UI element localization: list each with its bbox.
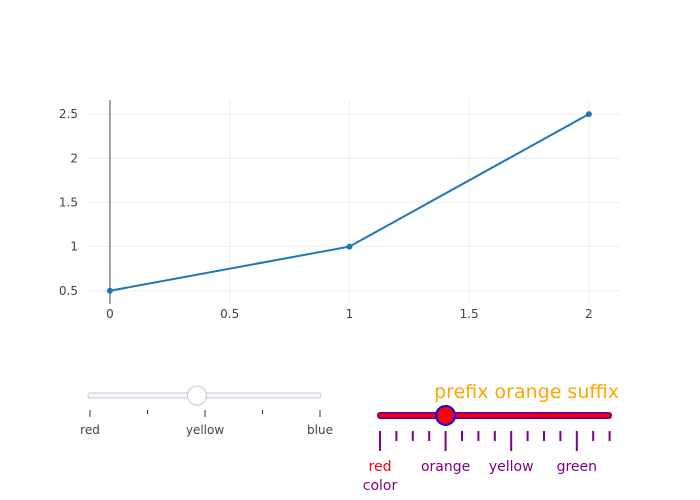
slider-left-handle[interactable] (187, 385, 207, 406)
data-point (106, 287, 113, 294)
line-chart: 0.5 1 1.5 2 2.5 0 0.5 1 1.5 2 (59, 100, 620, 321)
slider-right-step-label[interactable]: green (557, 459, 597, 475)
slider-left-ticks (89, 410, 321, 417)
slider-left-step-label[interactable]: red (80, 423, 100, 437)
slider-right-rail[interactable] (377, 412, 612, 419)
slider-left[interactable]: red yellow blue (80, 385, 333, 437)
y-tick-label: 1.5 (59, 195, 78, 209)
slider-right-step-label[interactable]: orange (421, 459, 470, 475)
series-points (106, 111, 592, 294)
x-tick-label: 2 (585, 307, 593, 321)
slider-right[interactable]: prefix orange suffix red orange yellow gree… (363, 381, 619, 494)
x-tick-label: 1 (346, 307, 354, 321)
slider-left-step-label[interactable]: yellow (186, 423, 224, 437)
slider-left-step-label[interactable]: blue (307, 423, 333, 437)
slider-right-step-labels: red orange yellow green (369, 459, 597, 475)
y-tick-label: 0.5 (59, 284, 78, 298)
y-axis-tick-labels: 0.5 1 1.5 2 2.5 (59, 107, 78, 298)
chart-gridlines (86, 100, 620, 304)
data-point (346, 243, 353, 250)
y-tick-label: 2 (70, 151, 78, 165)
data-point (585, 111, 592, 118)
x-tick-label: 1.5 (460, 307, 479, 321)
y-tick-label: 2.5 (59, 107, 78, 121)
x-axis-tick-labels: 0 0.5 1 1.5 2 (106, 307, 593, 321)
y-tick-label: 1 (70, 240, 78, 254)
x-tick-label: 0.5 (220, 307, 239, 321)
x-tick-label: 0 (106, 307, 114, 321)
slider-right-handle[interactable] (435, 405, 457, 426)
slider-right-current-value: prefix orange suffix (434, 381, 619, 403)
slider-right-ticks (379, 431, 611, 451)
slider-left-step-labels: red yellow blue (80, 423, 333, 437)
slider-right-step-label[interactable]: red (369, 459, 392, 475)
slider-right-step-label[interactable]: yellow (489, 459, 534, 475)
slider-right-axis-label: color (363, 478, 398, 494)
